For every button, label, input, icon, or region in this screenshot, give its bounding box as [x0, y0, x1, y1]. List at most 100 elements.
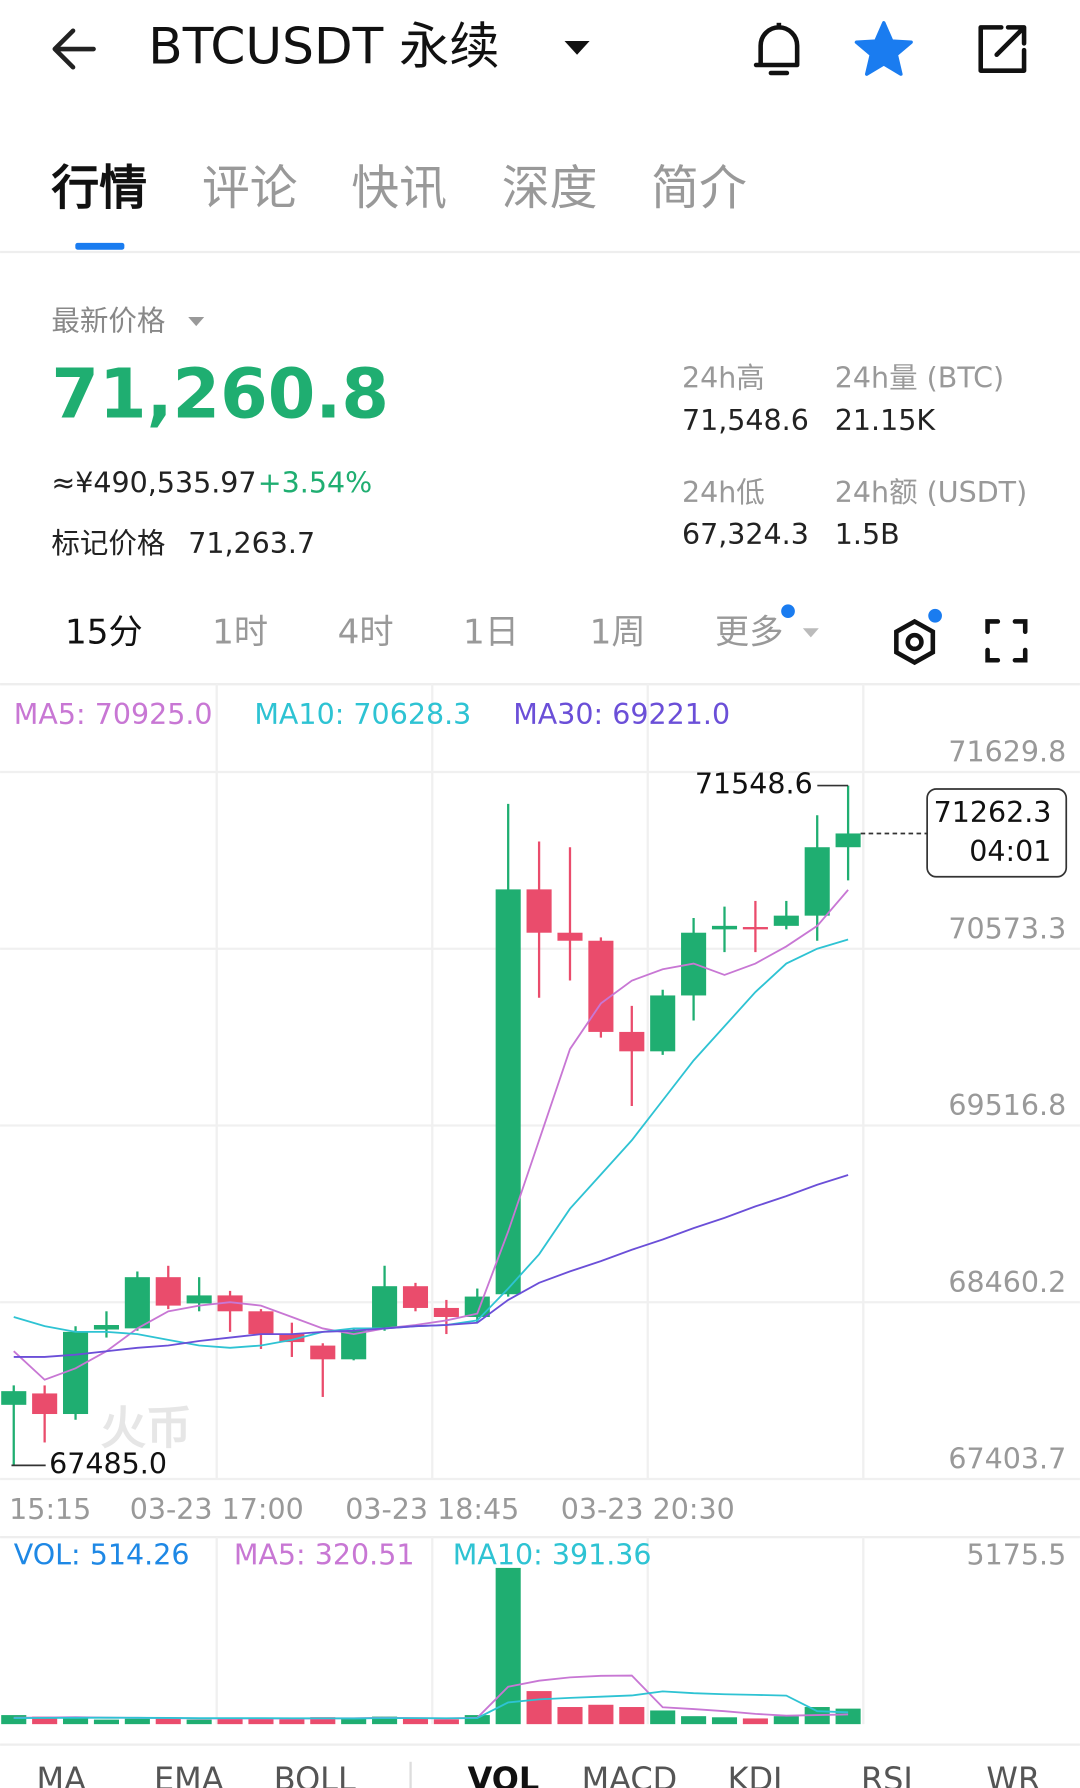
- min-label: 67485.0: [49, 1447, 167, 1480]
- indicator-tab[interactable]: RSI: [861, 1760, 913, 1788]
- stat-value: 71,548.6: [682, 404, 809, 437]
- volume-bar: [711, 1717, 738, 1725]
- x-tick-label: 03-23 18:45: [345, 1493, 519, 1526]
- volume-bar: [773, 1716, 799, 1725]
- price-label: 最新价格: [51, 305, 165, 338]
- tab[interactable]: 评论: [202, 162, 298, 217]
- candle-body: [835, 833, 861, 848]
- change: +3.54%: [258, 467, 372, 500]
- volume-bar: [526, 1691, 552, 1725]
- volume-bar: [1, 1715, 27, 1725]
- x-tick-label: 03-23 20:30: [561, 1493, 735, 1526]
- countdown: 04:01: [969, 835, 1051, 868]
- indicator-tab[interactable]: BOLL: [274, 1760, 356, 1788]
- tab[interactable]: 简介: [651, 162, 747, 217]
- indicator-tab[interactable]: KDJ: [728, 1760, 783, 1788]
- share-button[interactable]: [978, 25, 1027, 73]
- badge: [781, 604, 795, 619]
- volume-bar: [124, 1718, 150, 1725]
- interval[interactable]: 更多: [715, 613, 783, 653]
- volume-bar: [372, 1716, 398, 1725]
- favorite-button[interactable]: [854, 21, 913, 76]
- stat-label: 24h额 (USDT): [835, 476, 1027, 509]
- interval[interactable]: 1周: [590, 613, 646, 653]
- alert-button[interactable]: [753, 22, 800, 76]
- candle-body: [619, 1031, 645, 1052]
- y-tick-label: 5175.5: [967, 1539, 1067, 1572]
- cny-price: ≈¥490,535.97: [51, 467, 256, 500]
- interval[interactable]: 4时: [338, 613, 394, 653]
- volume-bar: [681, 1716, 707, 1725]
- legend-value: 70925.0: [95, 698, 213, 731]
- tab[interactable]: 快讯: [351, 162, 447, 217]
- candle-body: [279, 1334, 305, 1343]
- indicator-tab[interactable]: WR: [986, 1760, 1040, 1788]
- interval[interactable]: 1日: [463, 613, 519, 653]
- legend-entry: MA10: 391.36: [453, 1539, 652, 1572]
- interval[interactable]: 15分: [65, 613, 143, 653]
- tab[interactable]: 深度: [502, 162, 598, 217]
- back-button[interactable]: [52, 28, 96, 70]
- title-dropdown[interactable]: [564, 41, 590, 55]
- price-dropdown[interactable]: [188, 317, 205, 327]
- legend-entry: VOL: 514.26: [14, 1539, 190, 1572]
- volume-bar: [433, 1719, 459, 1725]
- volume-ma-line: [13, 1674, 849, 1720]
- interval-bar: 15分 1时 4时 1日 1周 更多: [65, 613, 783, 653]
- legend-name: MA30:: [513, 698, 603, 731]
- candle-body: [464, 1296, 490, 1317]
- last-price: 71,260.8: [51, 356, 389, 435]
- settings-button[interactable]: [894, 618, 936, 666]
- volume-bar: [279, 1719, 305, 1725]
- stat-value: 67,324.3: [682, 518, 809, 551]
- last-price-box: [926, 788, 1068, 878]
- candle-body: [186, 1295, 212, 1304]
- fullscreen-button[interactable]: [985, 619, 1028, 663]
- title: BTCUSDT 永续: [148, 17, 499, 76]
- candle-body: [650, 995, 676, 1052]
- legend-entry: MA5: 320.51: [234, 1539, 415, 1572]
- candle-body: [711, 925, 738, 930]
- indicator-tab[interactable]: MA: [37, 1760, 87, 1788]
- x-tick-label: 03-23 17:00: [130, 1493, 304, 1526]
- candle-body: [433, 1307, 459, 1317]
- legend-value: 320.51: [315, 1539, 415, 1572]
- candle-body: [773, 915, 799, 926]
- volume-bar: [619, 1707, 645, 1725]
- indicator-tab[interactable]: VOL: [468, 1760, 540, 1788]
- stat-value: 1.5B: [835, 518, 900, 551]
- candle-body: [402, 1286, 429, 1308]
- candle-body: [557, 932, 583, 941]
- max-label: 71548.6: [695, 768, 813, 801]
- stats: 24h高 71,548.6 24h量 (BTC) 21.15K 24h低 67,324.3…: [682, 362, 1027, 551]
- candle-body: [804, 847, 830, 916]
- stat-label: 24h高: [682, 362, 765, 395]
- watermark: 火币: [100, 1402, 191, 1455]
- volume-ma-line: [13, 1690, 849, 1720]
- x-tick-label: 15:15: [9, 1493, 91, 1526]
- tab[interactable]: 行情: [51, 162, 147, 217]
- interval[interactable]: 1时: [212, 613, 268, 653]
- y-tick-label: 67403.7: [948, 1443, 1066, 1476]
- more-dropdown[interactable]: [802, 628, 819, 638]
- candle-body: [742, 927, 768, 930]
- volume-bar: [742, 1718, 768, 1725]
- legend-name: MA5:: [234, 1539, 306, 1572]
- candle-body: [372, 1286, 398, 1329]
- candle-body: [63, 1331, 89, 1415]
- kline-chart: 67403.7 68460.2 69516.8 70573.3 71629.8 15:15…: [0, 684, 1080, 1725]
- volume-bar: [835, 1708, 861, 1725]
- tab-bar: 行情 评论 快讯 深度 简介: [51, 162, 747, 217]
- indicator-tab[interactable]: EMA: [154, 1760, 224, 1788]
- candle-body: [248, 1311, 274, 1335]
- legend-entry: MA10: 70628.3: [254, 698, 471, 731]
- legend-name: MA10:: [453, 1539, 543, 1572]
- indicator-tab[interactable]: MACD: [582, 1760, 678, 1788]
- volume-bar: [402, 1719, 429, 1725]
- candle-body: [32, 1393, 58, 1415]
- volume-bar: [341, 1718, 367, 1725]
- y-tick-label: 71629.8: [948, 736, 1066, 769]
- candle-body: [588, 940, 614, 1032]
- volume-bar: [495, 1567, 521, 1725]
